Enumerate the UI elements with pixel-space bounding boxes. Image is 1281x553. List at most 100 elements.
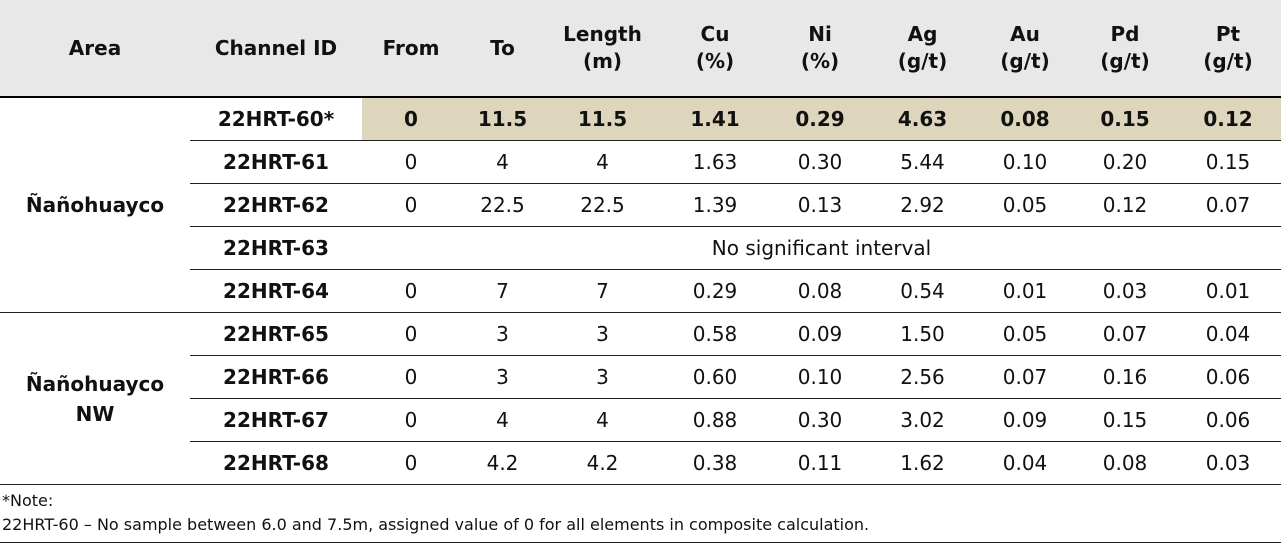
- value-cell: 7: [460, 269, 545, 313]
- value-cell: 0.12: [1175, 97, 1281, 141]
- value-cell: 0.07: [1175, 183, 1281, 227]
- value-cell: 0.15: [1075, 398, 1175, 442]
- value-cell: 0: [362, 140, 460, 184]
- value-cell: 0.05: [975, 183, 1075, 227]
- value-cell: 1.41: [660, 97, 770, 141]
- value-cell: 0.29: [770, 97, 870, 141]
- value-cell: 0: [362, 398, 460, 442]
- channel-id: 22HRT-65: [190, 312, 362, 356]
- column-header: Pd (g/t): [1075, 0, 1175, 98]
- column-header: Ni (%): [770, 0, 870, 98]
- value-cell: 1.63: [660, 140, 770, 184]
- value-cell: 0: [362, 183, 460, 227]
- value-cell: 0.30: [770, 398, 870, 442]
- value-cell: 0.54: [870, 269, 975, 313]
- value-cell: 0.30: [770, 140, 870, 184]
- value-cell: 3: [460, 355, 545, 399]
- value-cell: 0: [362, 441, 460, 485]
- column-header: To: [460, 0, 545, 98]
- value-cell: 0: [362, 312, 460, 356]
- value-cell: 11.5: [545, 97, 660, 141]
- results-table: Area Channel ID From To Length (m) Cu (%) Ni (…: [0, 0, 1281, 485]
- value-cell: 0: [362, 269, 460, 313]
- value-cell: 0.15: [1175, 140, 1281, 184]
- channel-id: 22HRT-62: [190, 183, 362, 227]
- data-row: 22HRT-67 0 4 4 0.88 0.30 3.02 0.09 0.15 0.06: [0, 398, 1281, 442]
- value-cell: 4.63: [870, 97, 975, 141]
- value-cell: 1.50: [870, 312, 975, 356]
- value-cell: 0.08: [770, 269, 870, 313]
- value-cell: 22.5: [460, 183, 545, 227]
- value-cell: 0.07: [975, 355, 1075, 399]
- column-header: Ag (g/t): [870, 0, 975, 98]
- note-label: *Note:: [2, 491, 54, 510]
- value-cell: 0.03: [1175, 441, 1281, 485]
- column-header: From: [362, 0, 460, 98]
- value-cell: 0.08: [1075, 441, 1175, 485]
- value-cell: 0.29: [660, 269, 770, 313]
- channel-id: 22HRT-66: [190, 355, 362, 399]
- value-cell: 2.56: [870, 355, 975, 399]
- value-cell: 0.20: [1075, 140, 1175, 184]
- value-cell: 0.58: [660, 312, 770, 356]
- value-cell: 0.60: [660, 355, 770, 399]
- value-cell: 2.92: [870, 183, 975, 227]
- value-cell: 0: [362, 97, 460, 141]
- value-cell: 5.44: [870, 140, 975, 184]
- value-cell: 0.05: [975, 312, 1075, 356]
- column-header: Length (m): [545, 0, 660, 98]
- value-cell: 0.06: [1175, 398, 1281, 442]
- area-cell: Ñañohuayco NW: [0, 312, 190, 485]
- value-cell: 3: [545, 355, 660, 399]
- channel-id: 22HRT-63: [190, 226, 362, 270]
- value-cell: 0.03: [1075, 269, 1175, 313]
- data-row: 22HRT-63 No significant interval: [0, 226, 1281, 270]
- data-row: 22HRT-62 0 22.5 22.5 1.39 0.13 2.92 0.05 0.12 0.0…: [0, 183, 1281, 227]
- column-header: Cu (%): [660, 0, 770, 98]
- column-header: Pt (g/t): [1175, 0, 1281, 98]
- value-cell: 4: [460, 140, 545, 184]
- value-cell: 0: [362, 355, 460, 399]
- value-cell: 0.08: [975, 97, 1075, 141]
- value-cell: 3: [460, 312, 545, 356]
- value-cell: 0.15: [1075, 97, 1175, 141]
- channel-id: 22HRT-60*: [190, 97, 362, 141]
- value-cell: 0.07: [1075, 312, 1175, 356]
- value-cell: 4.2: [545, 441, 660, 485]
- value-cell: 0.16: [1075, 355, 1175, 399]
- value-cell: 0.01: [1175, 269, 1281, 313]
- value-cell: 4: [545, 140, 660, 184]
- value-cell: 22.5: [545, 183, 660, 227]
- data-row: 22HRT-61 0 4 4 1.63 0.30 5.44 0.10 0.20 0.15: [0, 140, 1281, 184]
- value-cell: 0.12: [1075, 183, 1175, 227]
- remark: No significant interval: [362, 226, 1281, 270]
- value-cell: 4.2: [460, 441, 545, 485]
- value-cell: 0.09: [975, 398, 1075, 442]
- value-cell: 11.5: [460, 97, 545, 141]
- value-cell: 0.10: [975, 140, 1075, 184]
- value-cell: 0.38: [660, 441, 770, 485]
- value-cell: 7: [545, 269, 660, 313]
- value-cell: 1.39: [660, 183, 770, 227]
- value-cell: 4: [460, 398, 545, 442]
- data-row: 22HRT-68 0 4.2 4.2 0.38 0.11 1.62 0.04 0.08 0.03: [0, 441, 1281, 485]
- value-cell: 0.06: [1175, 355, 1281, 399]
- value-cell: 0.04: [975, 441, 1075, 485]
- column-header: Au (g/t): [975, 0, 1075, 98]
- note: *Note: 22HRT-60 – No sample between 6.0 …: [0, 485, 1281, 543]
- value-cell: 0.01: [975, 269, 1075, 313]
- header-row: Area Channel ID From To Length (m) Cu (%) Ni (…: [0, 0, 1281, 98]
- column-header: Area: [0, 0, 190, 98]
- channel-id: 22HRT-68: [190, 441, 362, 485]
- value-cell: 0.11: [770, 441, 870, 485]
- value-cell: 4: [545, 398, 660, 442]
- value-cell: 0.13: [770, 183, 870, 227]
- value-cell: 3: [545, 312, 660, 356]
- channel-id: 22HRT-67: [190, 398, 362, 442]
- column-header: Channel ID: [190, 0, 362, 98]
- value-cell: 3.02: [870, 398, 975, 442]
- note-text: 22HRT-60 – No sample between 6.0 and 7.5…: [2, 515, 870, 534]
- value-cell: 0.88: [660, 398, 770, 442]
- area-cell: Ñañohuayco: [0, 97, 190, 313]
